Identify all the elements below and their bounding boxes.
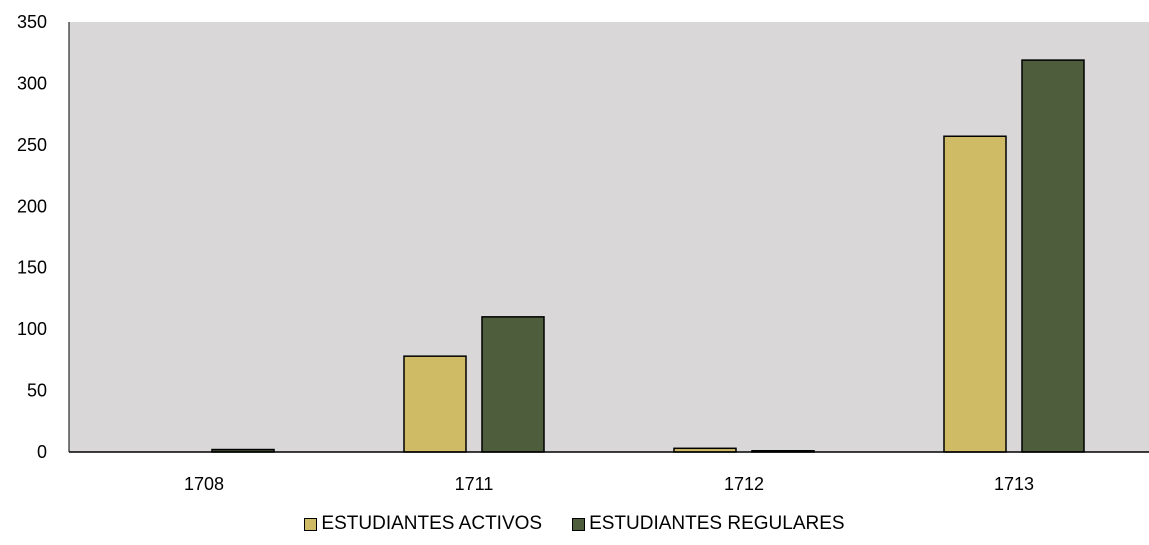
legend-label-regulares: ESTUDIANTES REGULARES [589,513,845,534]
y-tick-label: 150 [17,258,47,278]
bar-regulares-1711 [481,316,545,453]
y-tick-label: 200 [17,196,47,216]
legend-item-activos: ESTUDIANTES ACTIVOS [304,513,542,535]
y-tick-label: 100 [17,319,47,339]
y-tick-label: 0 [37,442,47,462]
x-tick-label: 1713 [994,474,1034,494]
legend-swatch-regulares [572,517,586,531]
x-axis-ticks: 1708 1711 1712 1713 [184,474,1034,494]
bars [211,59,1085,453]
bar-activos-1711 [403,355,467,453]
bar-regulares-1713 [1021,59,1085,453]
legend-item-regulares: ESTUDIANTES REGULARES [572,513,845,535]
y-axis-ticks: 0 50 100 150 200 250 300 350 [17,12,47,462]
y-tick-label: 300 [17,73,47,93]
y-tick-label: 50 [27,381,47,401]
legend-swatch-activos [304,517,318,531]
x-tick-label: 1708 [184,474,224,494]
legend: ESTUDIANTES ACTIVOS ESTUDIANTES REGULARE… [0,513,1149,535]
x-tick-label: 1711 [455,474,494,494]
y-tick-label: 250 [17,135,47,155]
x-tick-label: 1712 [724,474,764,494]
legend-label-activos: ESTUDIANTES ACTIVOS [321,513,543,534]
bar-activos-1713 [943,135,1007,453]
y-tick-label: 350 [17,12,47,32]
